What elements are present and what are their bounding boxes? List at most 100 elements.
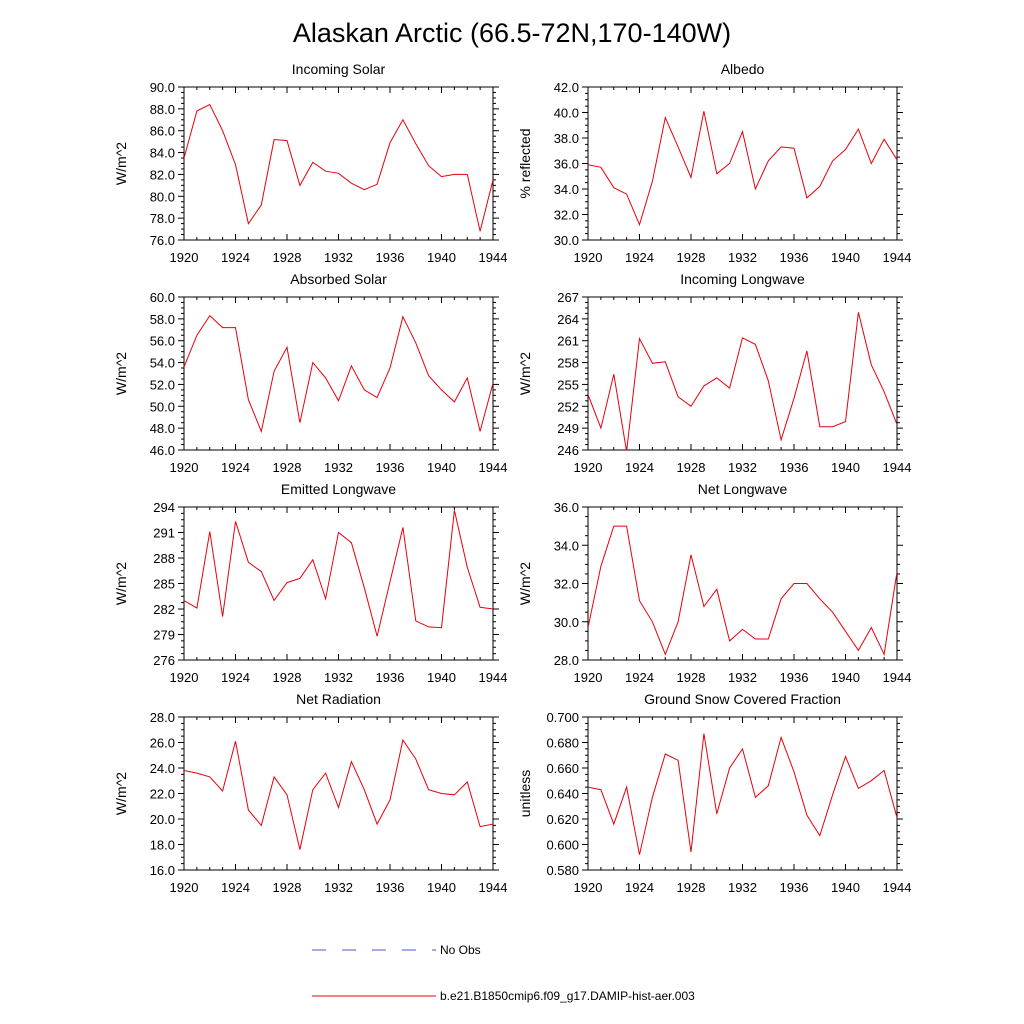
y-tick-label: 252 [557,399,579,414]
y-tick-label: 291 [153,526,175,541]
x-tick-label: 1944 [479,670,508,685]
x-tick-label: 1936 [780,880,809,895]
y-tick-label: 0.660 [546,761,579,776]
x-tick-label: 1936 [376,670,405,685]
y-tick-label: 38.0 [554,131,579,146]
x-tick-label: 1928 [273,880,302,895]
x-tick-label: 1944 [479,250,508,265]
x-tick-label: 1944 [479,460,508,475]
plot-frame [183,296,494,451]
y-tick-label: 246 [557,443,579,458]
series-line [588,312,897,450]
x-tick-label: 1940 [427,250,456,265]
y-tick-label: 16.0 [150,863,175,878]
x-tick-label: 1944 [883,670,912,685]
y-tick-label: 36.0 [554,157,579,172]
y-tick-label: 34.0 [554,182,579,197]
panel-3: Incoming Longwave W/m^2 1920 1924 1928 1932 19… [517,271,911,475]
y-tick-label: 285 [153,577,175,592]
x-tick-label: 1936 [780,250,809,265]
panel-title: Incoming Solar [292,61,386,77]
y-tick-label: 249 [557,421,579,436]
x-tick-label: 1924 [625,250,654,265]
x-tick-label: 1940 [831,460,860,475]
x-tick-label: 1924 [221,250,250,265]
x-tick-label: 1944 [883,250,912,265]
x-tick-label: 1928 [273,670,302,685]
y-tick-label: 90.0 [150,80,175,95]
x-tick-label: 1920 [574,250,603,265]
x-tick-label: 1932 [324,250,353,265]
y-tick-label: 276 [153,653,175,668]
x-tick-label: 1944 [883,880,912,895]
x-tick-label: 1920 [170,670,199,685]
y-tick-label: 34.0 [554,538,579,553]
y-axis-label: W/m^2 [517,352,533,395]
y-tick-label: 261 [557,334,579,349]
y-tick-label: 88.0 [150,102,175,117]
y-tick-label: 84.0 [150,146,175,161]
y-tick-label: 0.580 [546,863,579,878]
series-line [588,111,897,227]
y-tick-label: 58.0 [150,312,175,327]
plot-frame [587,716,898,871]
y-axis-label: W/m^2 [517,562,533,605]
plot-frame [183,716,494,871]
y-tick-label: 0.700 [546,710,579,725]
y-tick-label: 48.0 [150,421,175,436]
y-axis-label: % reflected [517,128,533,198]
y-tick-label: 78.0 [150,211,175,226]
y-tick-label: 50.0 [150,399,175,414]
y-tick-label: 86.0 [150,124,175,139]
y-tick-label: 32.0 [554,208,579,223]
legend-obs-label: No Obs [440,943,481,957]
y-tick-label: 294 [153,500,175,515]
y-tick-label: 282 [153,602,175,617]
x-tick-label: 1924 [221,880,250,895]
x-tick-label: 1940 [427,460,456,475]
x-tick-label: 1936 [376,880,405,895]
x-tick-label: 1932 [324,460,353,475]
x-tick-label: 1928 [273,460,302,475]
x-tick-label: 1928 [677,250,706,265]
panel-5: Net Longwave W/m^2 1920 1924 1928 1932 1936 194… [517,481,911,685]
panel-title: Incoming Longwave [680,271,805,287]
x-tick-label: 1924 [625,460,654,475]
x-tick-label: 1944 [883,460,912,475]
y-tick-label: 264 [557,312,579,327]
x-tick-label: 1920 [574,670,603,685]
x-tick-label: 1936 [376,250,405,265]
y-tick-label: 258 [557,356,579,371]
x-tick-label: 1924 [221,460,250,475]
x-tick-label: 1940 [831,670,860,685]
x-tick-label: 1928 [677,460,706,475]
x-tick-label: 1920 [170,460,199,475]
x-tick-label: 1932 [324,670,353,685]
y-axis-label: W/m^2 [113,352,129,395]
y-tick-label: 28.0 [150,710,175,725]
panel-4: Emitted Longwave W/m^2 1920 1924 1928 1932 193… [113,481,507,685]
y-tick-label: 36.0 [554,500,579,515]
y-tick-label: 60.0 [150,290,175,305]
y-tick-label: 28.0 [554,653,579,668]
y-axis-label: W/m^2 [113,772,129,815]
x-tick-label: 1920 [574,460,603,475]
y-tick-label: 42.0 [554,80,579,95]
y-tick-label: 32.0 [554,577,579,592]
x-tick-label: 1932 [728,250,757,265]
panel-title: Albedo [721,61,765,77]
x-tick-label: 1940 [427,880,456,895]
series-line [588,733,897,855]
x-tick-label: 1920 [170,880,199,895]
y-tick-label: 46.0 [150,443,175,458]
y-tick-label: 0.640 [546,787,579,802]
x-tick-label: 1932 [728,460,757,475]
y-tick-label: 20.0 [150,812,175,827]
series-line [184,738,493,850]
y-tick-label: 30.0 [554,615,579,630]
y-axis-label: unitless [517,770,533,817]
panel-0: Incoming Solar W/m^2 1920 1924 1928 1932 1936 1… [113,61,507,265]
series-line [588,525,897,656]
y-tick-label: 80.0 [150,189,175,204]
legend-model-label: b.e21.B1850cmip6.f09_g17.DAMIP-hist-aer.… [440,989,695,1003]
